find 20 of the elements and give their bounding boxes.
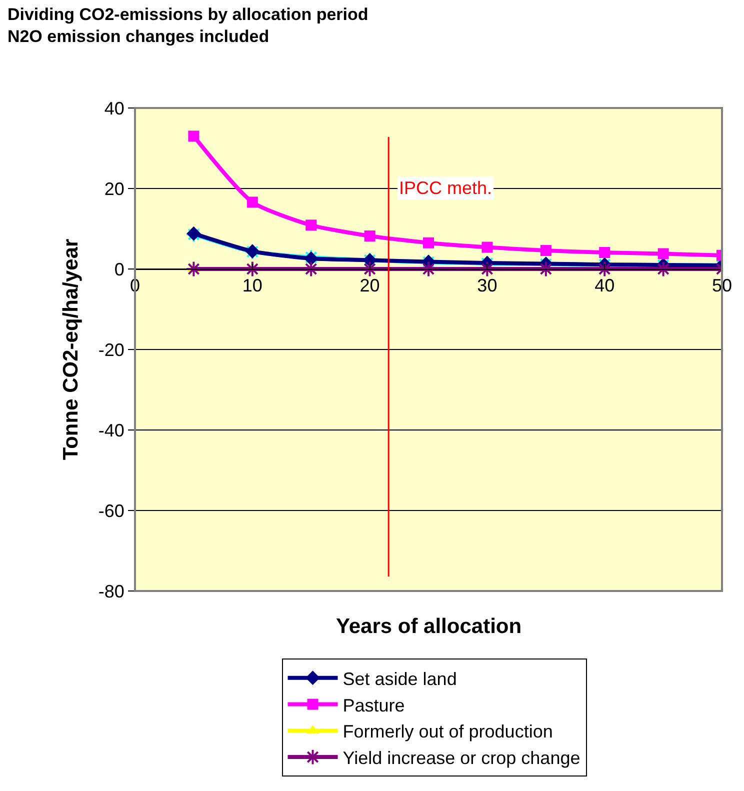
y-tick-label: -40 [98,420,124,440]
x-tick-label: 20 [360,276,380,296]
y-tick-label: 0 [114,259,124,280]
y-tick-label: 40 [104,98,124,118]
x-axis-title: Years of allocation [336,615,522,638]
legend-label: Yield increase or crop change [342,748,580,768]
x-tick-label: 10 [242,276,262,296]
y-tick-label: -60 [98,500,124,521]
x-tick-label: 30 [477,276,498,296]
y-tick-label: 20 [104,178,124,199]
legend-label: Set aside land [342,668,457,689]
chart-title: Dividing CO2-emissions by allocation period N2O emission changes included [7,4,368,46]
legend-label: Formerly out of production [342,722,553,742]
y-tick-label: -80 [98,581,124,602]
x-tick-label: 40 [594,276,615,296]
y-tick-label: -20 [98,340,124,360]
legend-label: Pasture [342,695,405,716]
x-tick-label: 50 [712,276,732,296]
ref-line-label: IPCC meth. [399,178,492,198]
y-axis-title: Tonne CO2-eq/ha/year [60,238,83,460]
